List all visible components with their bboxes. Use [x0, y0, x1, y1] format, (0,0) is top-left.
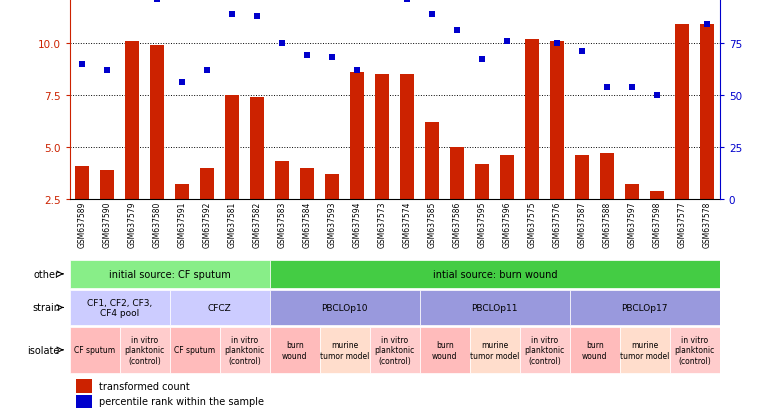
Point: [651, 92, 663, 99]
Point: [301, 53, 313, 59]
Bar: [225, 95, 239, 199]
Bar: [125, 42, 139, 199]
Text: in vitro
planktonic
(control): in vitro planktonic (control): [525, 335, 565, 365]
Text: percentile rank within the sample: percentile rank within the sample: [99, 396, 264, 406]
Bar: [526, 40, 539, 199]
Bar: [101, 171, 114, 199]
Bar: [426, 123, 439, 199]
Text: CF1, CF2, CF3,
CF4 pool: CF1, CF2, CF3, CF4 pool: [87, 298, 152, 317]
Point: [576, 49, 588, 55]
Bar: [450, 147, 464, 199]
Bar: [320, 327, 370, 373]
Text: CF sputum: CF sputum: [174, 346, 215, 354]
Text: murine
tumor model: murine tumor model: [620, 340, 670, 360]
Point: [201, 67, 214, 74]
Bar: [75, 166, 89, 199]
Bar: [300, 169, 314, 199]
Point: [101, 67, 113, 74]
Text: PBCLOp17: PBCLOp17: [622, 303, 668, 312]
Point: [626, 84, 639, 90]
Bar: [276, 162, 289, 199]
Point: [176, 80, 188, 86]
Bar: [150, 46, 164, 199]
Bar: [520, 327, 570, 373]
Point: [251, 13, 263, 20]
Point: [701, 21, 714, 28]
Bar: [269, 290, 420, 325]
Bar: [700, 25, 714, 199]
Point: [676, 0, 689, 1]
Point: [401, 0, 413, 3]
Bar: [470, 327, 520, 373]
Bar: [176, 185, 189, 199]
Point: [451, 28, 464, 35]
Bar: [570, 327, 620, 373]
Point: [551, 40, 563, 47]
Bar: [351, 73, 364, 199]
Bar: [170, 290, 269, 325]
Bar: [420, 327, 470, 373]
Text: burn
wound: burn wound: [282, 340, 307, 360]
Bar: [250, 98, 264, 199]
Text: CFCZ: CFCZ: [208, 303, 231, 312]
Bar: [550, 42, 564, 199]
Text: initial source: CF sputum: initial source: CF sputum: [109, 269, 231, 279]
Text: PBCLOp10: PBCLOp10: [321, 303, 368, 312]
Bar: [620, 327, 670, 373]
Bar: [676, 25, 689, 199]
Text: burn
wound: burn wound: [432, 340, 457, 360]
Point: [601, 84, 614, 90]
Point: [526, 0, 539, 1]
Bar: [670, 327, 720, 373]
Text: in vitro
planktonic
(control): in vitro planktonic (control): [375, 335, 415, 365]
Text: intial source: burn wound: intial source: burn wound: [433, 269, 557, 279]
Text: in vitro
planktonic
(control): in vitro planktonic (control): [224, 335, 265, 365]
Point: [476, 57, 488, 64]
Bar: [220, 327, 269, 373]
Text: transformed count: transformed count: [99, 381, 190, 391]
Bar: [76, 394, 92, 408]
Bar: [375, 75, 389, 199]
Bar: [325, 175, 339, 199]
Point: [351, 67, 364, 74]
Text: strain: strain: [32, 303, 60, 313]
Point: [426, 11, 438, 18]
Bar: [170, 327, 220, 373]
Text: in vitro
planktonic
(control): in vitro planktonic (control): [675, 335, 715, 365]
Bar: [400, 75, 414, 199]
Bar: [501, 156, 514, 199]
Bar: [120, 327, 170, 373]
Text: burn
wound: burn wound: [582, 340, 608, 360]
Text: murine
tumor model: murine tumor model: [320, 340, 369, 360]
Bar: [650, 191, 664, 199]
Point: [126, 0, 139, 1]
Point: [226, 11, 238, 18]
Text: PBCLOp11: PBCLOp11: [471, 303, 518, 312]
Bar: [601, 154, 615, 199]
Bar: [370, 327, 420, 373]
Text: in vitro
planktonic
(control): in vitro planktonic (control): [125, 335, 165, 365]
Bar: [70, 260, 269, 289]
Bar: [76, 379, 92, 393]
Text: CF sputum: CF sputum: [74, 346, 115, 354]
Point: [376, 0, 389, 1]
Bar: [575, 156, 589, 199]
Point: [76, 61, 88, 68]
Bar: [70, 327, 120, 373]
Point: [276, 40, 289, 47]
Bar: [475, 164, 489, 199]
Bar: [200, 169, 214, 199]
Bar: [70, 290, 170, 325]
Bar: [570, 290, 720, 325]
Bar: [269, 260, 720, 289]
Text: isolate: isolate: [28, 345, 60, 355]
Bar: [625, 185, 639, 199]
Bar: [420, 290, 570, 325]
Point: [501, 38, 513, 45]
Text: other: other: [34, 269, 60, 279]
Point: [151, 0, 163, 3]
Text: murine
tumor model: murine tumor model: [470, 340, 519, 360]
Bar: [269, 327, 320, 373]
Point: [326, 55, 338, 62]
